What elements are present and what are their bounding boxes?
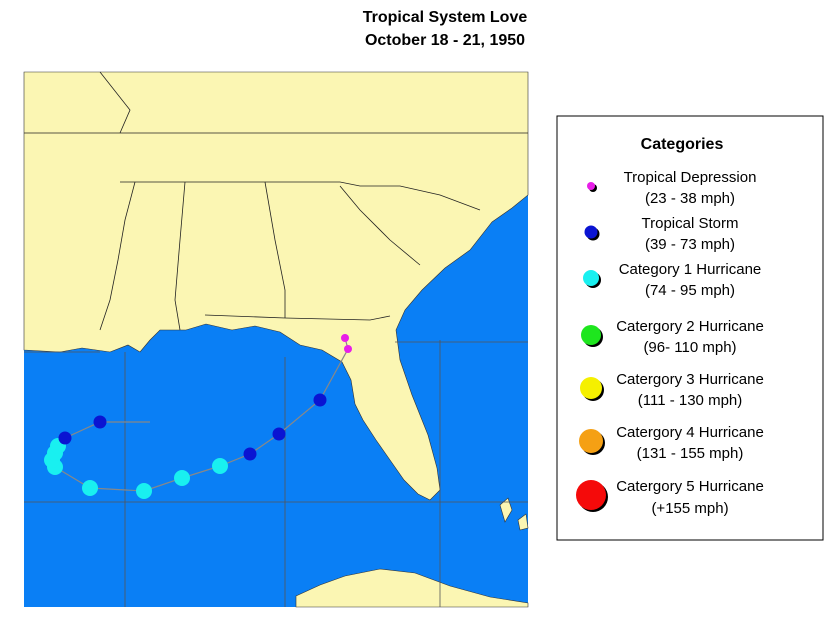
state-line	[339, 185, 421, 266]
legend-range: (111 - 130 mph)	[638, 392, 743, 409]
title: Tropical System Love	[363, 9, 528, 26]
legend-label: Catergory 3 Hurricane	[616, 371, 764, 388]
legend-range: (39 - 73 mph)	[645, 236, 735, 253]
legend-range: (74 - 95 mph)	[645, 282, 735, 299]
track-point	[136, 483, 152, 499]
map	[23, 71, 529, 608]
track-point	[243, 447, 257, 461]
legend-label: Catergory 5 Hurricane	[616, 478, 764, 495]
state-line	[264, 181, 286, 318]
legend-marker	[584, 225, 598, 239]
track-point	[212, 458, 228, 474]
legend-marker	[583, 270, 599, 286]
legend-marker	[579, 429, 603, 453]
legend-box	[556, 115, 824, 541]
track-point	[93, 415, 107, 429]
legend-label: Tropical Depression	[624, 169, 757, 186]
legend-range: (96- 110 mph)	[643, 339, 736, 356]
subtitle: October 18 - 21, 1950	[365, 32, 525, 49]
legend-marker	[580, 377, 602, 399]
state-line	[99, 181, 136, 331]
legend-title: Categories	[641, 136, 724, 153]
track-point	[174, 470, 190, 486]
bahamas	[499, 497, 529, 531]
legend-range: (23 - 38 mph)	[645, 190, 735, 207]
track-point	[58, 431, 72, 445]
legend-marker	[581, 325, 601, 345]
land	[23, 71, 529, 501]
track-point	[82, 480, 98, 496]
legend-range: (131 - 155 mph)	[637, 445, 744, 462]
state-line	[174, 181, 186, 331]
track-point	[272, 427, 286, 441]
track-point	[344, 345, 352, 353]
legend-marker	[576, 480, 606, 510]
legend-items: Tropical Depression (23 - 38 mph) Tropical…	[576, 169, 764, 517]
track-point	[341, 334, 349, 342]
track-points	[44, 334, 352, 499]
legend-label: Catergory 4 Hurricane	[616, 424, 764, 441]
legend-marker	[587, 182, 595, 190]
state-line	[204, 314, 391, 321]
state-line	[99, 71, 131, 134]
legend-label: Tropical Storm	[642, 215, 739, 232]
legend-label: Catergory 2 Hurricane	[616, 318, 764, 335]
cuba	[295, 568, 529, 608]
legend-range: (+155 mph)	[651, 500, 728, 517]
track-point	[313, 393, 327, 407]
state-line	[120, 181, 481, 211]
legend-label: Category 1 Hurricane	[619, 261, 762, 278]
legend: Categories Tropical Depression (23 - 38 m…	[556, 115, 824, 541]
